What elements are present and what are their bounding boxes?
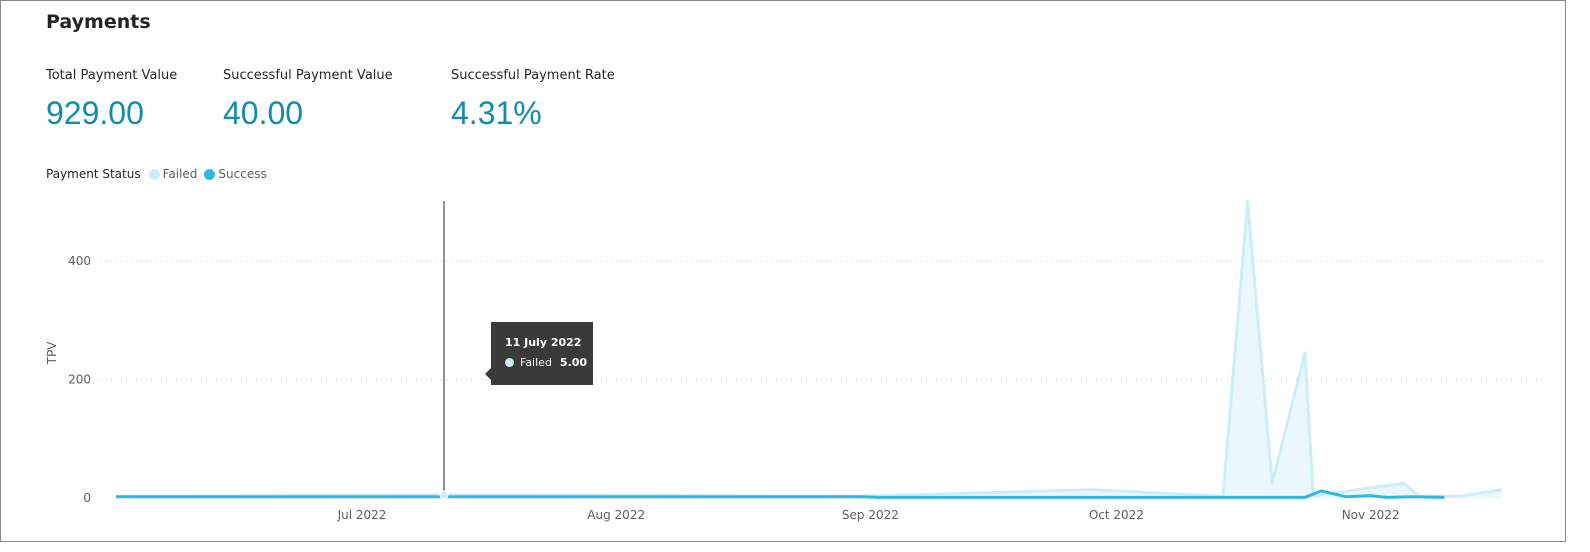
failed-dot-icon	[148, 168, 160, 180]
kpi-label: Successful Payment Rate	[451, 68, 615, 83]
x-tick-label: Nov 2022	[1342, 508, 1400, 522]
tooltip-date: 11 July 2022	[505, 336, 582, 349]
success-dot-icon	[204, 168, 216, 180]
chart-tooltip: 11 July 2022 Failed 5.00	[485, 322, 593, 385]
success-line	[116, 489, 1445, 499]
hover-point	[439, 490, 449, 500]
legend-title: Payment Status	[46, 167, 141, 181]
y-axis-title: TPV	[45, 341, 59, 366]
failed-area	[116, 201, 1502, 499]
kpi-label: Total Payment Value	[46, 68, 178, 83]
y-tick-label: 400	[68, 254, 91, 268]
payments-panel: Payments Total Payment Value 929.00 Succ…	[0, 0, 1566, 542]
x-tick-label: Aug 2022	[587, 508, 645, 522]
x-tick-label: Jul 2022	[337, 508, 387, 522]
failed-dot-icon	[505, 358, 514, 367]
kpi-value: 4.31%	[451, 95, 542, 131]
x-tick-label: Oct 2022	[1089, 508, 1144, 522]
legend-label: Failed	[162, 167, 198, 181]
kpi-successful-payment-rate: Successful Payment Rate 4.31%	[451, 68, 615, 132]
kpi-value: 929.00	[46, 95, 144, 131]
legend-label: Success	[218, 167, 267, 181]
tooltip-series: Failed	[520, 356, 552, 369]
kpi-label: Successful Payment Value	[223, 68, 393, 83]
kpi-value: 40.00	[223, 95, 304, 131]
panel-title: Payments	[46, 11, 151, 33]
y-tick-label: 0	[83, 491, 91, 505]
kpi-total-payment-value: Total Payment Value 929.00	[46, 68, 177, 132]
tooltip-row: Failed 5.00	[505, 356, 593, 369]
legend-item-failed[interactable]: Failed	[148, 167, 198, 181]
kpi-successful-payment-value: Successful Payment Value 40.00	[223, 68, 393, 132]
tooltip-value: 5.00	[559, 356, 588, 369]
legend-item-success[interactable]: Success	[204, 167, 267, 181]
chart-legend: Payment Status Failed Success	[46, 167, 274, 181]
tpv-area-chart[interactable]: 0 200 400 TPV Jul 2022 Aug 2022 Sep 2022 Oct 20…	[1, 1, 1567, 543]
x-tick-label: Sep 2022	[842, 508, 899, 522]
y-tick-label: 200	[68, 373, 91, 387]
